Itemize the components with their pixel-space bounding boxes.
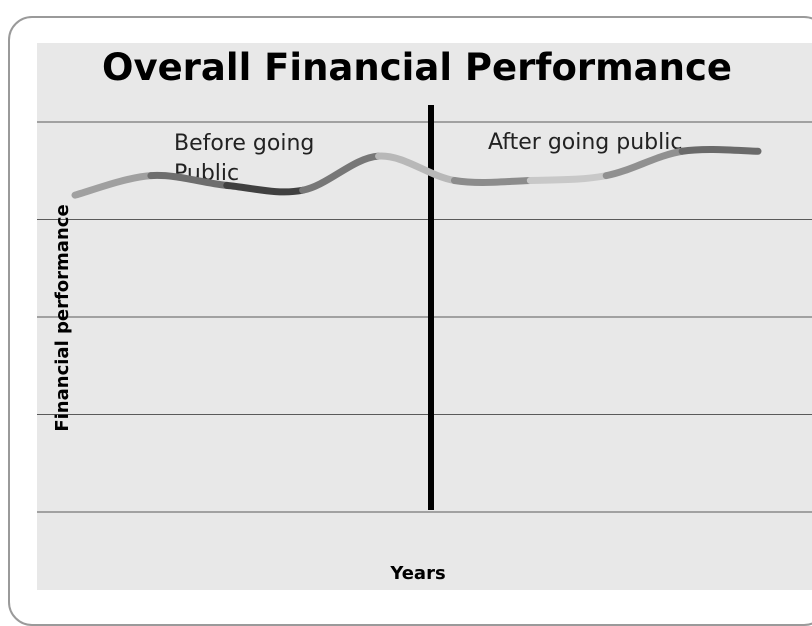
chart-title: Overall Financial Performance <box>102 46 732 89</box>
series-line-segment <box>526 172 610 184</box>
gridlines <box>37 121 812 513</box>
series-line-segment <box>223 181 307 196</box>
annotation-after-line-1: After going public <box>488 130 682 155</box>
line-chart: Overall Financial Performance Before goi… <box>37 43 812 590</box>
series-line-segment <box>147 171 231 189</box>
annotation-after-public: After going public <box>488 130 682 155</box>
x-axis-label: Years <box>389 563 445 584</box>
series-line-segment <box>375 152 458 184</box>
series-line-segment <box>678 145 762 155</box>
y-axis-label: Financial performance <box>52 204 73 431</box>
annotation-before-line-1: Before going <box>174 131 314 156</box>
annotation-before-public: Before going Public <box>174 131 321 186</box>
series-line-segment <box>299 152 383 194</box>
series-line-segment <box>71 172 155 199</box>
series-line-segment <box>602 147 686 180</box>
series-line <box>71 145 762 199</box>
series-line-segment <box>450 177 534 186</box>
